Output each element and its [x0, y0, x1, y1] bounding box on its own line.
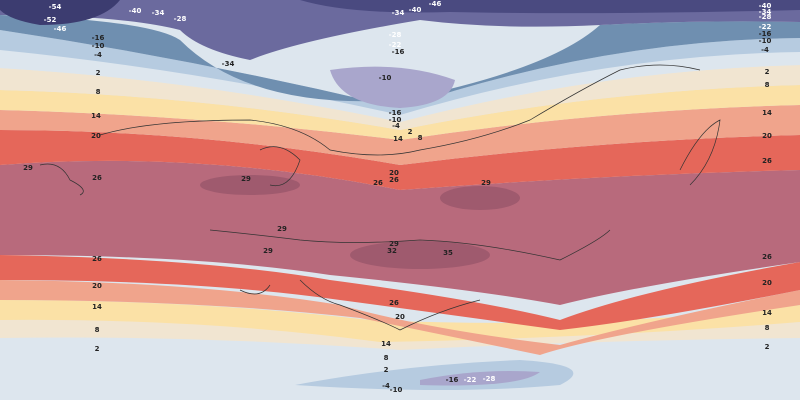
band [420, 371, 540, 386]
contour-label: -46 [54, 25, 67, 33]
contour-label: 2 [765, 343, 770, 351]
contour-label: 26 [389, 176, 399, 184]
contour-label: -34 [152, 9, 165, 17]
contour-label: -10 [92, 42, 105, 50]
contour-label: 14 [91, 112, 101, 120]
contour-label: 2 [765, 68, 770, 76]
contour-label: 2 [96, 69, 101, 77]
band [200, 175, 300, 195]
contour-label: -34 [392, 9, 405, 17]
contour-label: -4 [392, 122, 400, 130]
band [0, 50, 800, 122]
contour-label: 26 [92, 174, 102, 182]
contour-label: 29 [23, 164, 33, 172]
contour-label: -10 [389, 116, 402, 124]
contour-label: -28 [389, 31, 402, 39]
contour-label: -16 [446, 376, 459, 384]
contour-label: 2 [408, 128, 413, 136]
contour-label: 26 [762, 157, 772, 165]
contour-label: -34 [222, 60, 235, 68]
contour-label: 14 [393, 135, 403, 143]
contour-label: -16 [92, 34, 105, 42]
coastline [99, 64, 701, 261]
contour-label: 8 [765, 324, 770, 332]
contour-label: -22 [464, 376, 477, 384]
contour-label: 20 [762, 132, 772, 140]
contour-label: -28 [174, 15, 187, 23]
band [330, 66, 455, 108]
contour-label: 20 [395, 313, 405, 321]
contour-label: 20 [91, 132, 101, 140]
contour-label: -16 [392, 48, 405, 56]
contour-label: 8 [96, 88, 101, 96]
band [350, 241, 490, 269]
contour-label: -4 [382, 382, 390, 390]
contour-label: -40 [759, 2, 772, 10]
contour-label: 2 [95, 345, 100, 353]
band [0, 255, 800, 330]
contour-label: 2 [384, 366, 389, 374]
band [0, 319, 800, 350]
contour-label: -40 [129, 7, 142, 15]
contour-label: 29 [241, 175, 251, 183]
contour-label: 29 [481, 179, 491, 187]
band [0, 0, 120, 25]
contour-label: 14 [762, 109, 772, 117]
band [0, 300, 800, 342]
band [0, 15, 800, 108]
contour-label: 20 [389, 169, 399, 177]
contour-label: 26 [92, 255, 102, 263]
contour-label: -22 [389, 41, 402, 49]
contour-label: -4 [761, 46, 769, 54]
contour-label: 35 [443, 249, 453, 257]
band [0, 160, 800, 305]
contour-label: 8 [95, 326, 100, 334]
contour-label: -10 [759, 37, 772, 45]
band [0, 280, 800, 355]
contour-label: 8 [765, 81, 770, 89]
contour-label: -28 [759, 13, 772, 21]
coastline [239, 119, 721, 331]
contour-label: -40 [409, 6, 422, 14]
contour-label: -46 [429, 0, 442, 8]
contour-label: -28 [483, 375, 496, 383]
contour-label: 29 [277, 225, 287, 233]
band [300, 0, 800, 14]
contour-label: -54 [49, 3, 62, 11]
contour-label: -34 [759, 8, 772, 16]
coastline [39, 146, 301, 196]
contour-label: 26 [762, 253, 772, 261]
contour-label: -10 [390, 386, 403, 394]
contour-label: 20 [92, 282, 102, 290]
contour-label: 14 [762, 309, 772, 317]
band [0, 335, 800, 400]
contour-label: 29 [263, 247, 273, 255]
contour-label: -52 [44, 16, 57, 24]
contour-label: 32 [387, 247, 397, 255]
contour-label: 14 [381, 340, 391, 348]
band [0, 0, 800, 60]
contour-label: 20 [762, 279, 772, 287]
contour-labels: -54 -40 -34-28-52-46-34 -40-46 -40-34-28-22-… [23, 0, 772, 394]
band [440, 186, 520, 210]
contour-label: 29 [389, 240, 399, 248]
contour-label: 8 [384, 354, 389, 362]
contour-label: 14 [92, 303, 102, 311]
contour-label: -22 [759, 23, 772, 31]
contour-label: -10 [379, 74, 392, 82]
band [0, 65, 800, 130]
contour-label: -16 [389, 109, 402, 117]
contour-label: 8 [418, 134, 423, 142]
contour-label: 26 [373, 179, 383, 187]
contour-label: -4 [94, 51, 102, 59]
contour-label: 26 [389, 299, 399, 307]
contour-label: -16 [759, 30, 772, 38]
